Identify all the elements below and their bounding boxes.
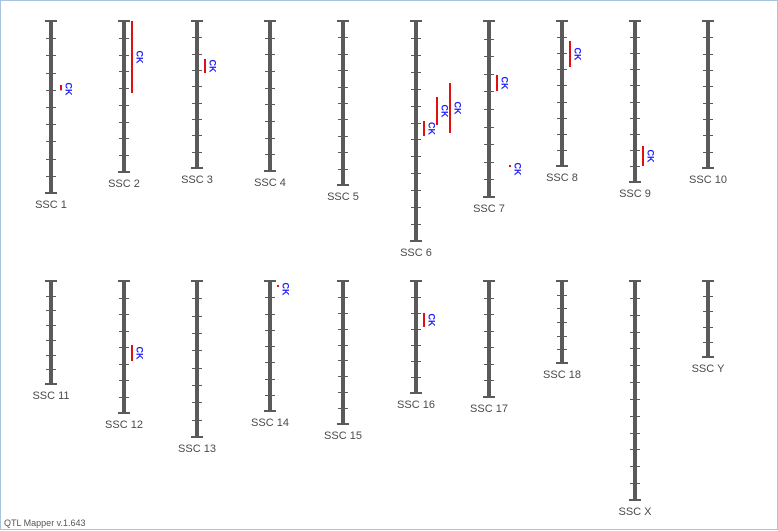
chromosome-label: SSC 11 [32,390,69,402]
chromosome-ssc-9[interactable]: SSC 9 CK [619,20,656,200]
chromosome-ssc-12[interactable]: SSC 12 CK [105,280,145,431]
qtl-label: CK [513,163,523,176]
chromosome-ssc-x[interactable]: SSC X [618,280,652,518]
chromosome-label: SSC 6 [400,247,432,259]
chromosome-bar[interactable] [195,21,199,168]
qtl-label: CK [64,83,74,96]
chromosome-bar[interactable] [268,21,272,171]
qtl-bar[interactable] [277,285,279,287]
chromosome-label: SSC 18 [543,369,581,381]
chromosome-bar[interactable] [706,21,710,168]
qtl-label: CK [208,60,218,73]
chromosome-label: SSC 4 [254,177,286,189]
qtl-marker[interactable]: CK [131,345,145,361]
chromosome-bar[interactable] [706,281,710,357]
qtl-marker[interactable]: CK [423,313,437,327]
qtl-label: CK [646,150,656,163]
qtl-bar[interactable] [60,85,62,91]
chromosome-bar[interactable] [560,21,564,166]
chromosome-bar[interactable] [633,21,637,182]
chromosome-label: SSC 10 [689,174,727,186]
chromosome-label: SSC 2 [108,178,140,190]
chromosome-ssc-18[interactable]: SSC 18 [543,280,581,381]
chromosome-label: SSC 17 [470,403,508,415]
qtl-bar[interactable] [423,121,425,136]
qtl-label: CK [427,314,437,327]
qtl-bar[interactable] [204,59,206,73]
chromosome-bar[interactable] [487,281,491,397]
chromosome-bar[interactable] [414,281,418,393]
qtl-bar[interactable] [569,41,571,67]
chromosome-ssc-2[interactable]: SSC 2 CK [108,20,145,190]
qtl-bar[interactable] [509,165,511,167]
chromosome-ssc-16[interactable]: SSC 16 CK [397,280,437,411]
chromosome-label: SSC 14 [251,417,289,429]
chromosome-label: SSC 9 [619,188,651,200]
qtl-marker[interactable]: CK [436,97,450,125]
chromosome-ssc-14[interactable]: SSC 14 CK [251,280,291,429]
qtl-marker[interactable]: CK [642,146,656,166]
qtl-bar[interactable] [449,83,451,133]
qtl-bar[interactable] [436,97,438,125]
chromosome-label: SSC 16 [397,399,435,411]
chromosome-label: SSC 8 [546,172,578,184]
qtl-marker[interactable]: CK [131,21,145,93]
qtl-label: CK [500,77,510,90]
chromosome-ssc-4[interactable]: SSC 4 [254,20,286,189]
chromosome-ssc-11[interactable]: SSC 11 [32,280,70,402]
chromosome-label: SSC X [618,506,652,518]
chromosome-label: SSC Y [692,363,725,375]
chromosome-label: SSC 7 [473,203,505,215]
chromosome-bar[interactable] [122,21,126,172]
chromosome-bar[interactable] [195,281,199,437]
chromosome-label: SSC 15 [324,430,362,442]
qtl-marker[interactable]: CK [60,83,74,96]
chromosome-ssc-5[interactable]: SSC 5 [327,20,359,203]
qtl-marker[interactable]: CK [449,83,463,133]
qtl-bar[interactable] [131,345,133,361]
chromosome-label: SSC 1 [35,199,67,211]
chromosome-bar[interactable] [49,281,53,384]
qtl-bar[interactable] [131,21,133,93]
chromosome-label: SSC 13 [178,443,216,455]
qtl-label: CK [135,51,145,64]
chromosome-label: SSC 5 [327,191,359,203]
chromosome-bar[interactable] [414,21,418,241]
qtl-label: CK [453,102,463,115]
chromosome-bar[interactable] [341,281,345,424]
chromosome-ssc-17[interactable]: SSC 17 [470,280,508,415]
qtl-marker[interactable]: CK [496,75,510,91]
qtl-marker[interactable]: CK [277,283,291,296]
qtl-label: CK [440,105,450,118]
qtl-label: CK [427,122,437,135]
qtl-bar[interactable] [423,313,425,327]
chromosome-bar[interactable] [633,281,637,500]
chromosome-ssc-13[interactable]: SSC 13 [178,280,216,455]
qtl-marker[interactable]: CK [204,59,218,73]
chromosome-ssc-y[interactable]: SSC Y [692,280,725,375]
chromosome-label: SSC 12 [105,419,143,431]
qtl-marker[interactable]: CK [509,163,523,176]
qtl-label: CK [135,347,145,360]
chromosome-ssc-3[interactable]: SSC 3 CK [181,20,218,186]
chromosome-ssc-8[interactable]: SSC 8 CK [546,20,583,184]
chromosome-ssc-15[interactable]: SSC 15 [324,280,362,442]
qtl-label: CK [573,48,583,61]
chromosome-label: SSC 3 [181,174,213,186]
chromosome-ssc-10[interactable]: SSC 10 [689,20,727,186]
chromosome-ssc-1[interactable]: SSC 1 CK [35,20,74,211]
qtl-marker[interactable]: CK [569,41,583,67]
qtl-bar[interactable] [496,75,498,91]
version-label: QTL Mapper v.1.643 [4,518,86,528]
chromosome-ssc-7[interactable]: SSC 7 CK CK [473,20,523,215]
qtl-bar[interactable] [642,146,644,166]
qtl-label: CK [281,283,291,296]
qtl-marker[interactable]: CK [423,121,437,136]
